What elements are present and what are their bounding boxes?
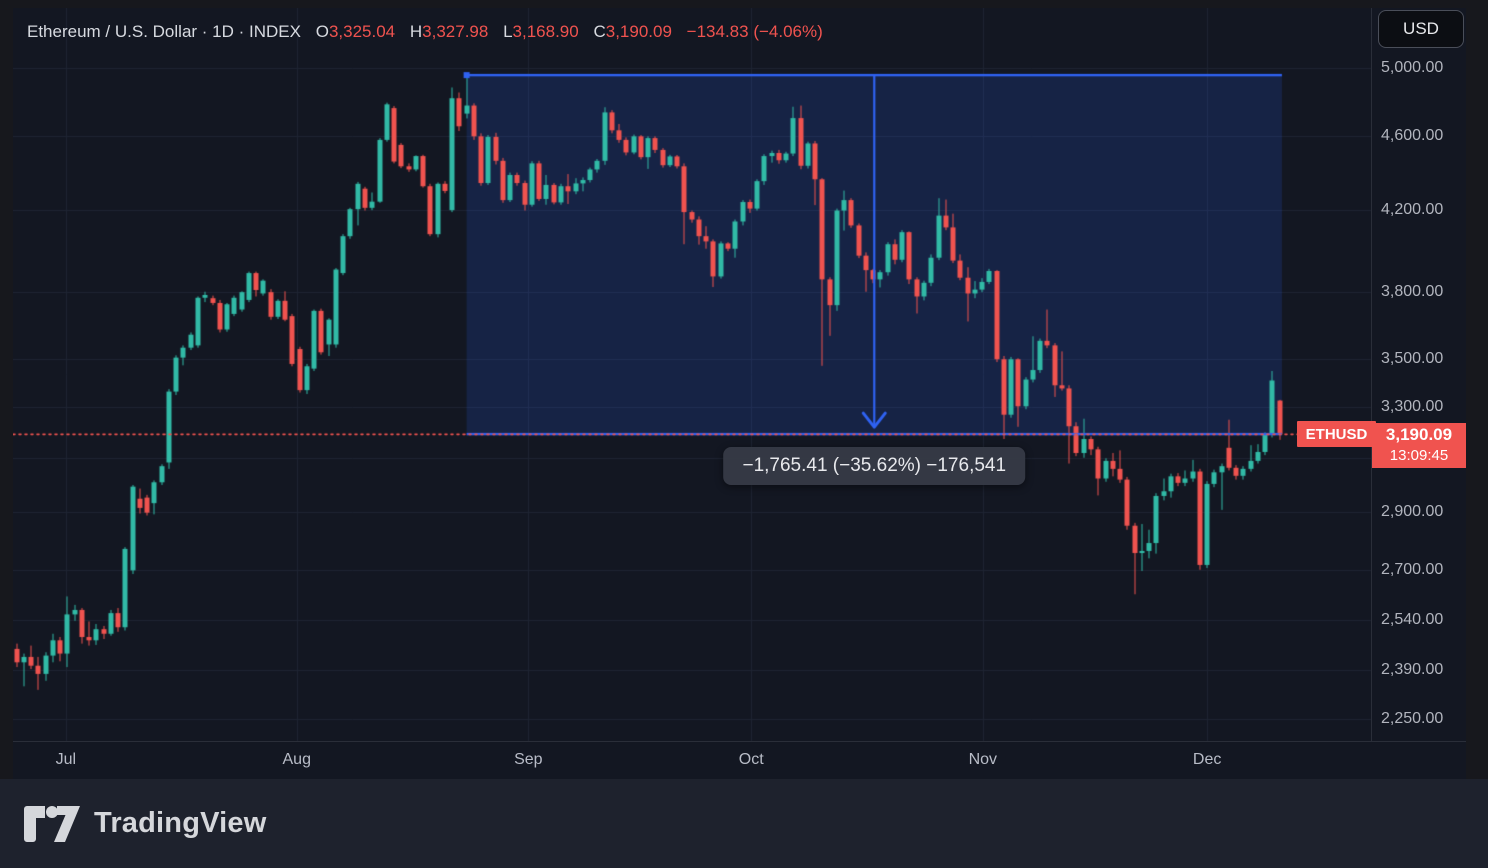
- symbol-title[interactable]: Ethereum / U.S. Dollar: [27, 22, 198, 41]
- symbol-price-line-label: ETHUSD: [1297, 421, 1376, 448]
- time-tick-label: Jul: [55, 751, 77, 768]
- open-value: 3,325.04: [328, 22, 396, 41]
- low-value: 3,168.90: [512, 22, 579, 41]
- high-value: 3,327.98: [422, 22, 489, 41]
- separator: ·: [197, 22, 213, 41]
- market-label: INDEX: [249, 22, 301, 41]
- close-label: C: [593, 22, 606, 41]
- tradingview-logo[interactable]: TradingView: [24, 805, 267, 842]
- interval-label[interactable]: 1D: [212, 22, 234, 41]
- time-axis[interactable]: Jul Aug Sep Oct Nov Dec: [13, 741, 1466, 780]
- price-tick-label: 2,900.00: [1381, 503, 1444, 521]
- time-tick-label: Nov: [968, 751, 998, 768]
- price-tick-label: 3,300.00: [1381, 397, 1444, 415]
- low-label: L: [503, 22, 513, 41]
- bar-countdown: 13:09:45: [1389, 447, 1449, 465]
- open-label: O: [315, 22, 329, 41]
- time-tick-label: Aug: [282, 751, 311, 768]
- price-tick-label: 5,000.00: [1381, 59, 1444, 76]
- time-tick-label: Sep: [514, 751, 543, 768]
- time-tick-label: Oct: [738, 751, 764, 768]
- price-tick-label: 4,600.00: [1381, 126, 1444, 144]
- price-tick-label: 3,800.00: [1381, 282, 1444, 300]
- tradingview-logo-icon: [24, 805, 80, 842]
- tradingview-logo-text: TradingView: [94, 807, 267, 839]
- bottom-band: TradingView: [0, 779, 1488, 868]
- close-value: 3,190.09: [605, 22, 672, 41]
- price-tick-label: 2,390.00: [1381, 660, 1444, 678]
- price-axis[interactable]: 5,000.00 4,600.00 4,200.00 3,800.00 3,500.00…: [1371, 8, 1467, 741]
- separator: ·: [233, 22, 250, 41]
- price-tick-label: 2,250.00: [1381, 710, 1444, 727]
- candlestick-chart[interactable]: [13, 8, 1466, 779]
- last-price-badge: 3,190.09 13:09:45: [1372, 423, 1466, 469]
- last-price-value: 3,190.09: [1385, 425, 1453, 445]
- symbol-header: Ethereum / U.S. Dollar · 1D · INDEX O3,3…: [27, 19, 823, 45]
- time-tick-label: Dec: [1192, 751, 1222, 768]
- measure-tooltip: −1,765.41 (−35.62%) −176,541: [723, 447, 1026, 486]
- currency-toggle-button[interactable]: USD: [1378, 10, 1464, 48]
- price-tick-label: 3,500.00: [1381, 349, 1444, 367]
- price-tick-label: 2,700.00: [1381, 561, 1444, 579]
- price-tick-label: 4,200.00: [1381, 201, 1444, 219]
- change-value: −134.83 (−4.06%): [686, 22, 823, 41]
- price-tick-label: 2,540.00: [1381, 611, 1444, 629]
- chart-surface: Ethereum / U.S. Dollar · 1D · INDEX O3,3…: [13, 8, 1466, 779]
- high-label: H: [409, 22, 423, 41]
